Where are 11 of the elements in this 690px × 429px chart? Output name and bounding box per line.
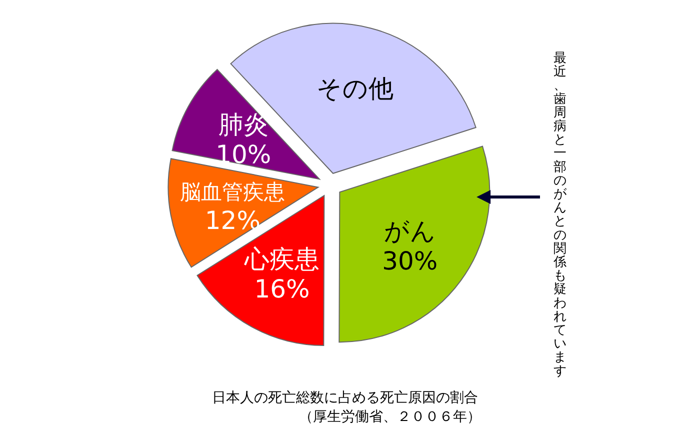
data-label: 30%: [382, 246, 438, 276]
slice-label: 心疾患: [244, 244, 320, 274]
slice-label: 脳血管疾患: [180, 180, 286, 204]
text: 最近、歯周病と一部のがんとの関係も疑われています: [554, 51, 566, 379]
text: 日本人の死亡総数に占める死亡原因の割合: [212, 390, 478, 406]
slice-label: がん: [384, 216, 436, 246]
data-label: 16%: [254, 274, 310, 304]
slice-label: 肺炎: [218, 110, 268, 140]
data-label: 12%: [204, 206, 260, 236]
slice-label: その他: [316, 74, 394, 104]
text: （厚生労働省、２００６年）: [299, 409, 481, 425]
